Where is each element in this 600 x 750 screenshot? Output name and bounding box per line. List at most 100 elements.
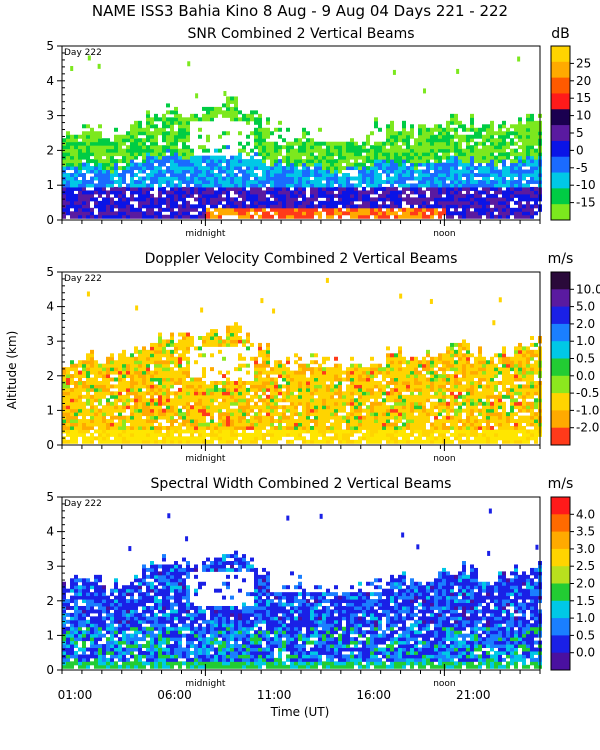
heatmap-cell: [166, 363, 170, 368]
heatmap-cell: [326, 176, 330, 181]
heatmap-cell: [406, 419, 410, 424]
heatmap-cell: [502, 207, 506, 212]
heatmap-cell: [154, 131, 158, 136]
heatmap-cell: [122, 408, 126, 413]
heatmap-cell: [122, 211, 126, 216]
heatmap-cell: [186, 145, 190, 150]
heatmap-cell: [94, 159, 98, 164]
heatmap-cell: [122, 179, 126, 184]
heatmap-cell: [162, 432, 166, 437]
heatmap-cell: [254, 401, 258, 406]
heatmap-cell: [146, 214, 150, 219]
heatmap-cell: [426, 197, 430, 202]
heatmap-cell: [486, 179, 490, 184]
heatmap-cell: [394, 419, 398, 424]
heatmap-cell: [490, 131, 494, 136]
heatmap-cell: [154, 439, 158, 444]
heatmap-cell: [446, 148, 450, 153]
heatmap-cell: [162, 339, 166, 344]
heatmap-cell: [118, 377, 122, 382]
heatmap-cell: [394, 197, 398, 202]
heatmap-cell: [350, 183, 354, 188]
heatmap-cell: [370, 429, 374, 434]
heatmap-cell: [162, 186, 166, 191]
heatmap-cell: [514, 131, 518, 136]
heatmap-cell: [346, 370, 350, 375]
heatmap-cell: [294, 179, 298, 184]
heatmap-cell: [258, 148, 262, 153]
heatmap-cell: [486, 145, 490, 150]
heatmap-cell: [234, 207, 238, 212]
heatmap-cell: [314, 422, 318, 427]
heatmap-cell: [258, 398, 262, 403]
heatmap-cell: [74, 419, 78, 424]
heatmap-cell: [486, 162, 490, 167]
heatmap-cell: [190, 412, 194, 417]
heatmap-cell: [362, 148, 366, 153]
heatmap-cell: [66, 405, 70, 410]
heatmap-cell: [98, 367, 102, 372]
heatmap-cell: [358, 425, 362, 430]
heatmap-cell: [330, 384, 334, 389]
heatmap-cell: [270, 141, 274, 146]
heatmap-cell: [142, 346, 146, 351]
colorbar-swatch: [551, 46, 570, 63]
heatmap-cell: [362, 380, 366, 385]
heatmap-cell: [278, 193, 282, 198]
heatmap-cell: [110, 394, 114, 399]
heatmap-cell: [210, 179, 214, 184]
heatmap-cell: [178, 412, 182, 417]
heatmap-cell: [134, 391, 138, 396]
heatmap-cell: [350, 422, 354, 427]
heatmap-cell: [262, 200, 266, 205]
heatmap-cell: [474, 183, 478, 188]
heatmap-cell: [186, 370, 190, 375]
heatmap-cell: [274, 190, 278, 195]
heatmap-cell: [482, 152, 486, 157]
heatmap-cell: [114, 398, 118, 403]
heatmap-cell: [174, 370, 178, 375]
heatmap-cell: [526, 127, 530, 132]
heatmap-cell: [178, 124, 182, 129]
heatmap-cell: [154, 346, 158, 351]
heatmap-cell: [350, 166, 354, 171]
heatmap-cell: [314, 155, 318, 160]
heatmap-cell: [94, 415, 98, 420]
heatmap-cell: [326, 152, 330, 157]
heatmap-cell: [206, 432, 210, 437]
heatmap-cell: [418, 131, 422, 136]
heatmap-cell: [394, 380, 398, 385]
heatmap-cell: [158, 342, 162, 347]
heatmap-cell: [214, 193, 218, 198]
heatmap-cell: [154, 370, 158, 375]
heatmap-cell: [438, 374, 442, 379]
heatmap-cell: [98, 419, 102, 424]
heatmap-cell: [326, 401, 330, 406]
heatmap-cell: [146, 370, 150, 375]
heatmap-cell: [370, 152, 374, 157]
heatmap-cell: [202, 412, 206, 417]
heatmap-cell: [74, 179, 78, 184]
heatmap-cell: [98, 176, 102, 181]
heatmap-cell: [74, 148, 78, 153]
heatmap-cell: [386, 412, 390, 417]
heatmap-cell: [130, 214, 134, 219]
heatmap-cell: [114, 439, 118, 444]
heatmap-cell: [378, 186, 382, 191]
heatmap-cell: [146, 155, 150, 160]
heatmap-cell: [82, 179, 86, 184]
heatmap-cell: [114, 127, 118, 132]
heatmap-cell: [62, 425, 66, 430]
heatmap-cell: [186, 394, 190, 399]
heatmap-cell: [506, 197, 510, 202]
heatmap-cell: [94, 183, 98, 188]
heatmap-cell: [446, 152, 450, 157]
heatmap-cell: [266, 127, 270, 132]
heatmap-cell: [450, 193, 454, 198]
heatmap-cell: [214, 207, 218, 212]
heatmap-cell: [294, 419, 298, 424]
heatmap-cell: [150, 360, 154, 365]
heatmap-cell: [366, 391, 370, 396]
heatmap-cell: [510, 159, 514, 164]
heatmap-cell: [266, 349, 270, 354]
